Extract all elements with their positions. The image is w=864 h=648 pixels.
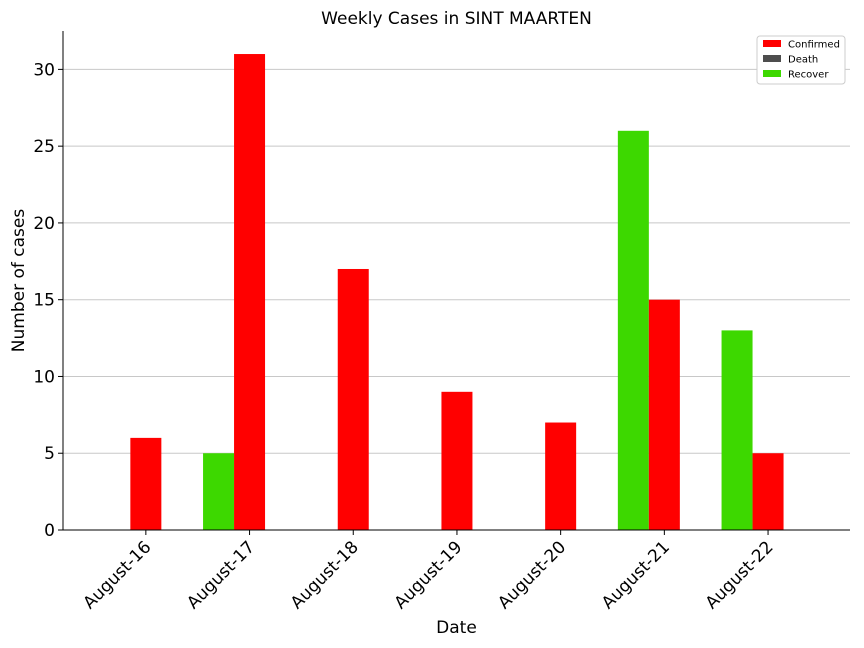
y-tick-label: 30 xyxy=(33,60,55,80)
bar-confirmed-august-22 xyxy=(752,453,784,530)
x-tick-label: August-17 xyxy=(183,537,259,613)
x-tick-label: August-21 xyxy=(598,537,674,613)
legend-swatch-death xyxy=(763,55,781,62)
y-axis-label: Number of cases xyxy=(9,209,29,353)
x-tick-label: August-16 xyxy=(80,537,156,613)
y-tick-label: 5 xyxy=(44,444,55,464)
x-tick-label: August-19 xyxy=(391,537,467,613)
bar-confirmed-august-17 xyxy=(234,54,266,531)
legend-label-recover: Recover xyxy=(788,70,829,81)
y-ticks: 0 5 10 15 20 25 30 xyxy=(33,60,63,541)
bar-confirmed-august-19 xyxy=(441,391,473,530)
legend-swatch-confirmed xyxy=(763,40,781,47)
x-axis-label: Date xyxy=(436,618,477,638)
y-tick-label: 20 xyxy=(33,214,55,234)
x-ticks: August-16 August-17 August-18 August-19 Augu… xyxy=(80,530,778,613)
x-tick-label: August-22 xyxy=(702,537,778,613)
chart-title: Weekly Cases in SINT MAARTEN xyxy=(321,9,592,29)
legend-label-confirmed: Confirmed xyxy=(788,40,840,51)
bar-confirmed-august-21 xyxy=(648,299,680,530)
bar-confirmed-august-16 xyxy=(130,437,162,530)
x-tick-label: August-18 xyxy=(287,537,363,613)
legend-label-death: Death xyxy=(788,55,818,66)
y-tick-label: 0 xyxy=(44,521,55,541)
y-tick-label: 10 xyxy=(33,367,55,387)
y-tick-label: 25 xyxy=(33,137,55,157)
x-tick-label: August-20 xyxy=(494,537,570,613)
bar-recover-august-21 xyxy=(617,130,649,531)
y-tick-label: 15 xyxy=(33,291,55,311)
bar-recover-august-17 xyxy=(203,453,235,530)
bar-recover-august-22 xyxy=(721,330,753,530)
bars-layer xyxy=(130,54,784,531)
legend: Confirmed Death Recover xyxy=(756,35,846,85)
bar-confirmed-august-20 xyxy=(545,422,577,530)
bar-confirmed-august-18 xyxy=(337,268,369,530)
legend-swatch-recover xyxy=(763,70,781,77)
grid-layer xyxy=(63,68,850,454)
